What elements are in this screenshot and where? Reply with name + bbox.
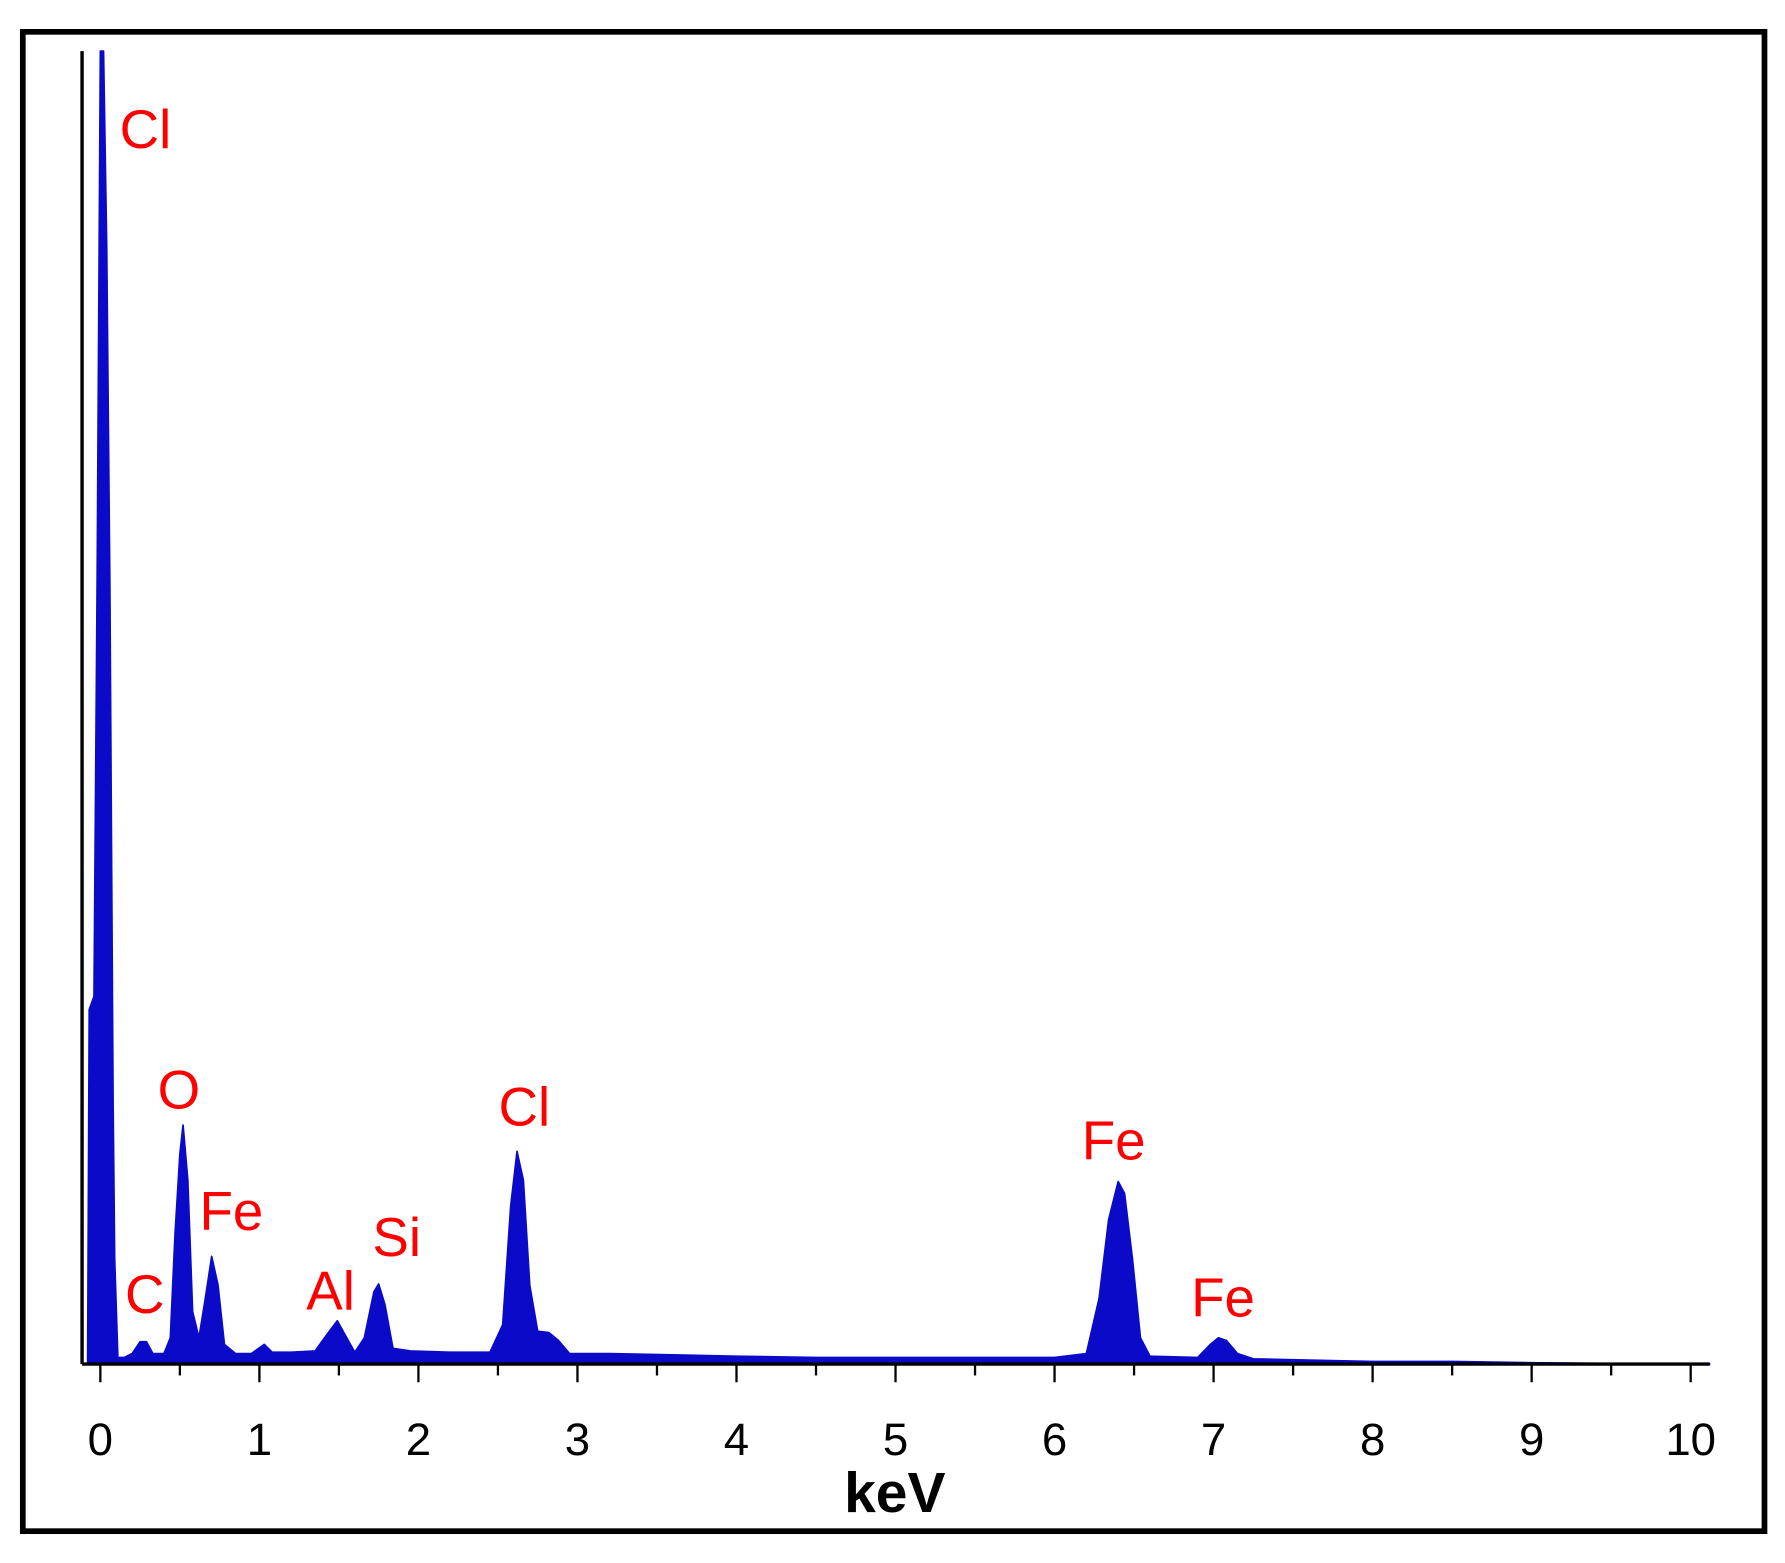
x-axis-label: keV xyxy=(844,1461,945,1525)
x-tick-label: 3 xyxy=(565,1414,590,1465)
peak-label: Fe xyxy=(1082,1111,1146,1172)
frame xyxy=(19,28,1768,1535)
peak-label: Cl xyxy=(498,1076,550,1137)
peak-label: Si xyxy=(372,1207,421,1268)
peak-label: Cl xyxy=(120,99,172,160)
x-tick-label: 7 xyxy=(1201,1414,1226,1465)
peak-label: Fe xyxy=(199,1181,263,1242)
peak-label: O xyxy=(158,1059,201,1120)
x-tick-label: 4 xyxy=(724,1414,749,1465)
spectrum-area xyxy=(83,50,1711,1365)
x-tick-label: 8 xyxy=(1360,1414,1385,1465)
x-tick-label: 6 xyxy=(1042,1414,1067,1465)
peak-label: Al xyxy=(306,1261,355,1322)
x-tick-label: 5 xyxy=(883,1414,908,1465)
peak-label: Fe xyxy=(1191,1267,1255,1328)
x-tick-label: 0 xyxy=(88,1414,113,1465)
x-tick-label: 10 xyxy=(1665,1414,1716,1465)
peak-label: C xyxy=(125,1264,165,1325)
x-tick-label: 2 xyxy=(406,1414,431,1465)
x-tick-label: 1 xyxy=(247,1414,272,1465)
x-tick-label: 9 xyxy=(1519,1414,1544,1465)
